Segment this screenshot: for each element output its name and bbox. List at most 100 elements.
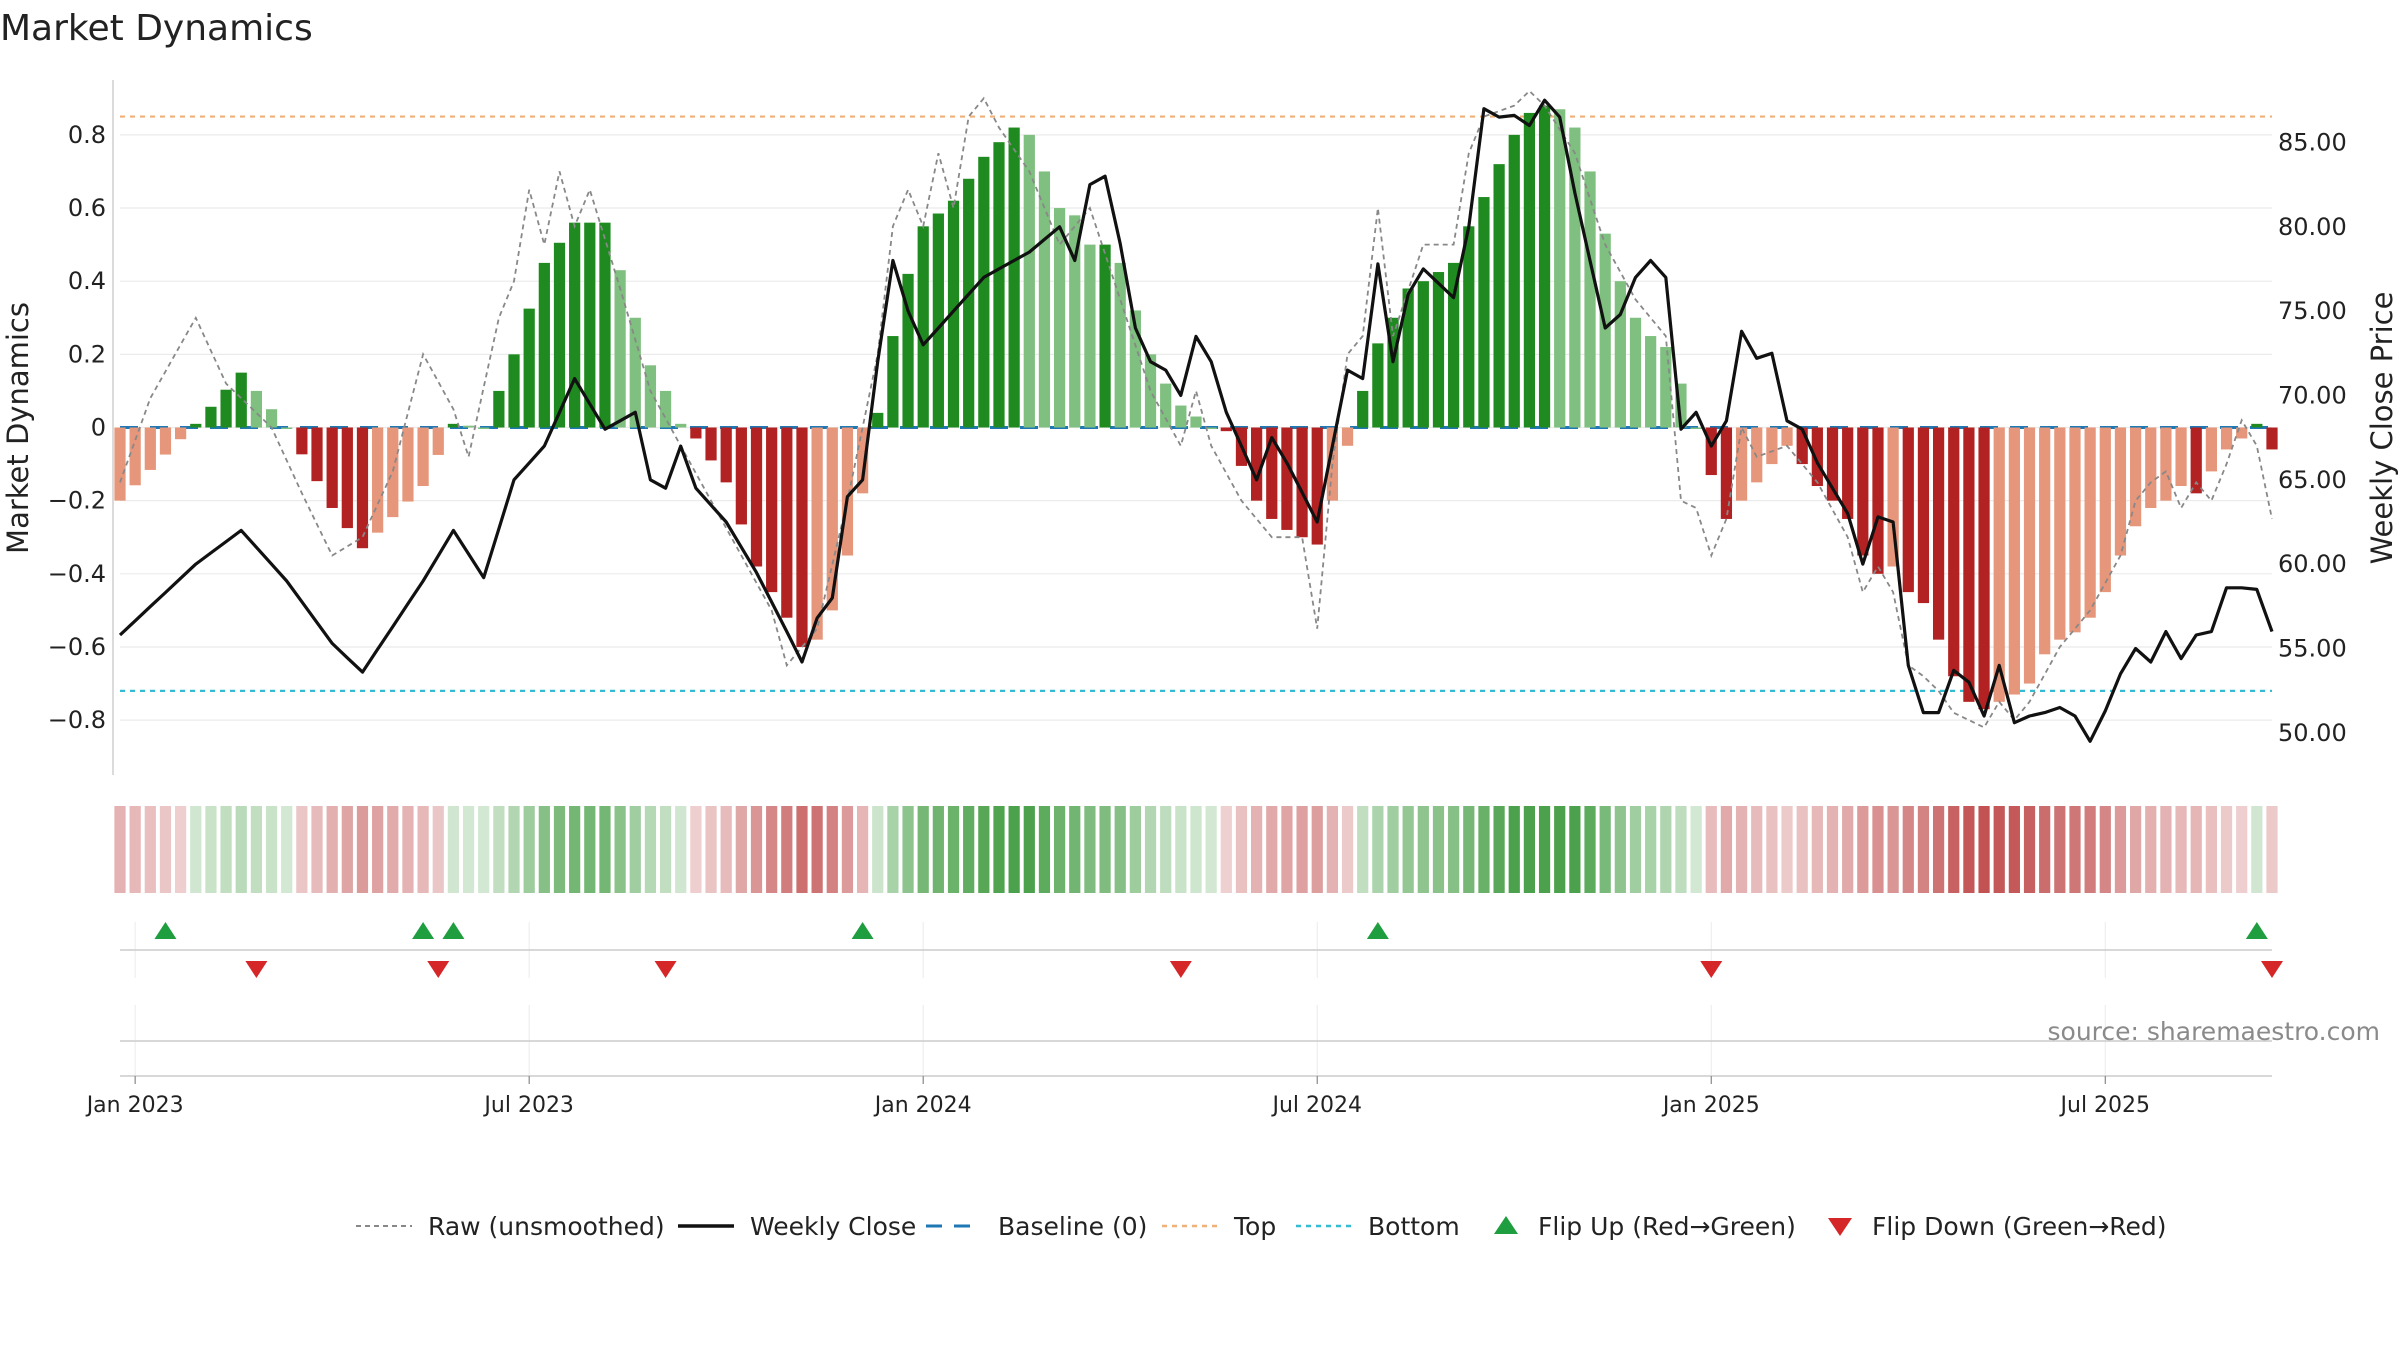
regime-cell: [1842, 806, 1854, 893]
dynamics-bar: [1554, 109, 1566, 428]
regime-cell: [978, 806, 990, 893]
regime-cell: [190, 806, 202, 893]
regime-cell: [932, 806, 944, 893]
regime-cell: [296, 806, 308, 893]
flip-up-marker: [2245, 922, 2268, 939]
dynamics-bar: [1523, 112, 1536, 428]
dynamics-bar: [1569, 127, 1581, 428]
dynamics-bar: [1796, 427, 1808, 465]
dynamics-bar: [1948, 427, 1960, 677]
dynamics-bar: [1917, 427, 1930, 604]
regime-cell: [1826, 806, 1839, 893]
regime-cell: [1311, 806, 1323, 893]
legend-label: Flip Up (Red→Green): [1538, 1212, 1796, 1241]
dynamics-bar: [2129, 427, 2142, 527]
dynamics-bar: [1675, 383, 1687, 428]
regime-cell: [523, 806, 535, 893]
dynamics-bar: [1372, 343, 1384, 428]
y-tick-label: 0.8: [68, 121, 106, 149]
dynamics-bar: [2266, 427, 2278, 450]
regime-cell: [2054, 806, 2066, 893]
regime-cell: [372, 806, 384, 893]
dynamics-bar: [887, 336, 899, 428]
regime-cell: [311, 806, 323, 893]
dynamics-bar: [1417, 281, 1429, 428]
regime-cell: [917, 806, 929, 893]
regime-cell: [1645, 806, 1657, 893]
x-tick-label: Jan 2023: [85, 1093, 184, 1118]
regime-cell: [1978, 806, 1990, 893]
y-tick-label: 0.2: [68, 340, 106, 368]
regime-cell: [220, 806, 232, 893]
dynamics-bar: [902, 273, 914, 428]
regime-cell: [1887, 806, 1899, 893]
y2-tick-label: 60.00: [2278, 550, 2347, 578]
legend-item-top: Top: [1162, 1212, 1276, 1241]
dynamics-bar: [1493, 164, 1505, 428]
regime-cell: [856, 806, 869, 893]
y-tick-label: −0.4: [48, 560, 106, 588]
regime-cell: [417, 806, 429, 893]
flip-down-marker: [427, 961, 450, 978]
dynamics-bar: [1129, 310, 1141, 428]
regime-cell: [2023, 806, 2036, 893]
dynamics-bar: [1069, 215, 1081, 428]
chart-title: Market Dynamics: [0, 8, 313, 49]
dynamics-bar: [220, 389, 232, 428]
dynamics-bar: [644, 365, 657, 428]
regime-cell: [644, 806, 657, 893]
regime-cell: [326, 806, 338, 893]
dynamics-bar: [659, 390, 672, 428]
legend-item-bottom: Bottom: [1296, 1212, 1460, 1241]
dynamics-bar: [1160, 383, 1172, 428]
flip-down-marker: [654, 961, 677, 978]
legend-item-baseline: Baseline (0): [926, 1212, 1147, 1241]
dynamics-bar: [1341, 427, 1354, 446]
regime-cell: [478, 806, 490, 893]
dynamics-bar: [2236, 427, 2248, 439]
dynamics-bar: [2220, 427, 2233, 450]
regime-cell: [1811, 806, 1823, 893]
dynamics-bar: [599, 222, 611, 428]
regime-cell: [1766, 806, 1778, 893]
legend-label: Baseline (0): [998, 1212, 1147, 1241]
dynamics-bar: [1508, 134, 1520, 428]
dynamics-bar: [841, 427, 854, 556]
dynamics-bar: [1296, 427, 1308, 538]
dynamics-bar: [250, 390, 263, 428]
legend: Raw (unsmoothed) Weekly Close Baseline (0)…: [356, 1212, 2167, 1241]
regime-cell: [2175, 806, 2187, 893]
dynamics-bar: [1584, 171, 1596, 428]
y2-tick-label: 65.00: [2278, 466, 2347, 494]
regime-cell: [1508, 806, 1520, 893]
regime-cell: [1523, 806, 1536, 893]
regime-cell: [250, 806, 263, 893]
regime-cell: [599, 806, 611, 893]
regime-cell: [1129, 806, 1141, 893]
regime-cell: [781, 806, 793, 893]
dynamics-bar: [1099, 244, 1111, 428]
dynamics-bar: [1175, 405, 1187, 428]
dynamics-bar: [1432, 272, 1445, 428]
regime-cell: [2160, 806, 2172, 893]
dynamics-bar: [1902, 427, 1914, 593]
regime-cell: [887, 806, 899, 893]
regime-cell: [659, 806, 672, 893]
dynamics-bar: [1629, 317, 1642, 428]
dynamics-bar: [341, 427, 353, 529]
dynamics-bar: [690, 427, 702, 439]
dynamics-bar: [1387, 317, 1399, 428]
regime-cell: [1675, 806, 1687, 893]
dynamics-bar: [2039, 427, 2051, 655]
dynamics-bar: [1281, 427, 1293, 530]
regime-cell: [796, 806, 808, 893]
regime-cell: [508, 806, 520, 893]
dynamics-bar: [614, 270, 626, 428]
legend-item-flip_up: Flip Up (Red→Green): [1494, 1212, 1796, 1241]
dynamics-bar: [1448, 262, 1460, 428]
dynamics-bar: [1842, 427, 1854, 519]
x-tick-label: Jul 2023: [482, 1093, 574, 1118]
regime-cell: [1493, 806, 1505, 893]
dynamics-bar: [114, 427, 126, 501]
